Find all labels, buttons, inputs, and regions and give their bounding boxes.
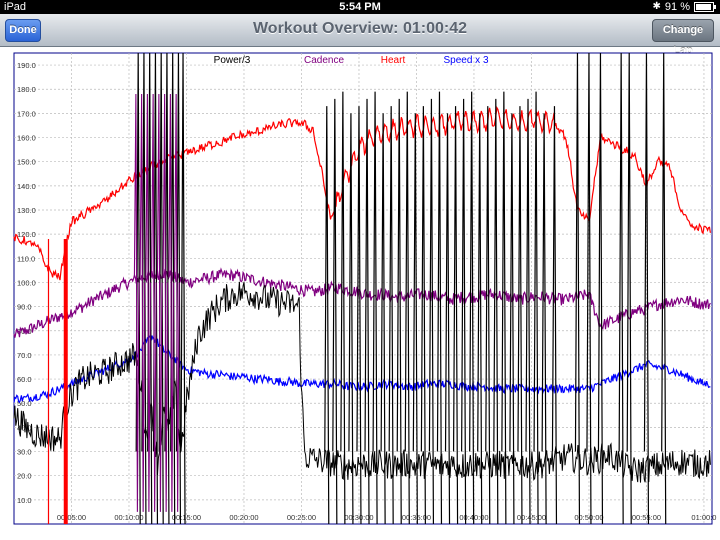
- x-tick-label: 00:45:00: [517, 513, 546, 522]
- power-spike: [180, 52, 186, 525]
- power-spike: [597, 52, 604, 525]
- x-tick-label: 00:50:00: [574, 513, 603, 522]
- y-tick-label: 160.0: [17, 134, 36, 143]
- power-spike: [396, 98, 402, 525]
- chart-grid: [13, 52, 713, 525]
- x-tick-label: 00:15:00: [172, 513, 201, 522]
- power-spike: [661, 52, 667, 525]
- x-tick-label: 00:30:00: [344, 513, 373, 522]
- page-title: Workout Overview: 01:00:42: [252, 20, 467, 37]
- y-tick-label: 180.0: [17, 85, 36, 94]
- series-line-speed-x-3: [13, 334, 711, 404]
- y-tick-label: 30.0: [17, 448, 32, 457]
- y-tick-label: 90.0: [17, 303, 32, 312]
- cadence-spike: [162, 94, 169, 512]
- cadence-spike: [156, 94, 163, 512]
- legend-item-speed-x-3: Speed x 3: [443, 55, 488, 66]
- power-spike: [412, 113, 418, 525]
- power-spike: [372, 91, 378, 525]
- power-spike: [388, 106, 394, 525]
- y-tick-label: 130.0: [17, 206, 36, 215]
- x-tick-label: 00:10:00: [114, 513, 143, 522]
- y-tick-label: 70.0: [17, 351, 32, 360]
- y-tick-label: 150.0: [17, 158, 36, 167]
- power-spike: [626, 52, 632, 525]
- x-tick-label: 00:35:00: [402, 513, 431, 522]
- power-spike: [436, 91, 443, 525]
- power-spike: [477, 113, 483, 525]
- y-tick-label: 100.0: [17, 278, 36, 287]
- cadence-spike: [139, 94, 146, 512]
- status-right: ✱ 91 %: [652, 0, 716, 14]
- power-spike: [643, 52, 650, 525]
- status-bar: iPad 5:54 PM ✱ 91 %: [0, 0, 720, 14]
- nav-bar: Workout Overview: 01:00:42 Done Change L…: [0, 14, 720, 57]
- series-line-cadence: [13, 267, 711, 338]
- power-spike: [364, 98, 370, 525]
- power-spike: [404, 91, 410, 525]
- power-spike: [332, 98, 338, 525]
- x-tick-label: 00:20:00: [229, 513, 258, 522]
- power-spike: [533, 91, 539, 525]
- chart-series: [13, 52, 711, 525]
- y-tick-label: 190.0: [17, 61, 36, 70]
- power-spike: [348, 113, 354, 525]
- power-spike: [485, 106, 491, 525]
- carrier-label: iPad: [4, 1, 27, 13]
- power-spike: [501, 91, 507, 525]
- change-lap-button[interactable]: Change Lap: [652, 19, 714, 57]
- power-spike: [493, 98, 499, 525]
- battery-fill: [696, 4, 711, 10]
- power-spike: [356, 106, 362, 525]
- x-tick-label: 00:25:00: [287, 513, 316, 522]
- battery-icon: [694, 2, 716, 12]
- y-tick-label: 140.0: [17, 182, 36, 191]
- power-spike: [509, 113, 515, 525]
- cadence-spike: [174, 94, 180, 512]
- cadence-spike: [168, 94, 174, 512]
- power-spike: [517, 106, 523, 525]
- power-spike: [420, 106, 426, 525]
- y-tick-label: 60.0: [17, 375, 32, 384]
- power-spike: [541, 113, 547, 525]
- legend-item-heart: Heart: [381, 55, 406, 66]
- legend-item-power-3: Power/3: [214, 55, 251, 66]
- x-tick-label: 00:55:00: [632, 513, 661, 522]
- y-tick-label: 170.0: [17, 109, 36, 118]
- x-tick-label: 00:05:00: [57, 513, 86, 522]
- series-line-heart: [13, 106, 711, 281]
- power-spike: [324, 106, 330, 525]
- workout-chart: 10.020.030.040.050.060.070.080.090.0100.…: [13, 52, 716, 525]
- y-tick-label: 110.0: [17, 254, 35, 263]
- power-spike: [380, 113, 386, 525]
- plot-area: [13, 52, 713, 525]
- status-time: 5:54 PM: [339, 1, 381, 13]
- cadence-spike: [151, 94, 157, 512]
- power-spike: [525, 98, 531, 525]
- done-button[interactable]: Done: [5, 19, 41, 42]
- power-spike: [618, 52, 624, 525]
- power-spike: [428, 98, 435, 525]
- legend-item-cadence: Cadence: [304, 55, 344, 66]
- y-tick-label: 10.0: [17, 496, 32, 505]
- power-spike: [461, 98, 467, 525]
- y-tick-label: 50.0: [17, 399, 32, 408]
- chart-legend: Power/3 Cadence Heart Speed x 3: [214, 55, 489, 66]
- series-line-power-3: [13, 281, 711, 483]
- x-tick-label: 01:00:0: [691, 513, 716, 522]
- power-spike: [574, 52, 581, 525]
- cadence-spike: [145, 94, 151, 512]
- battery-percent: 91 %: [664, 1, 690, 13]
- power-spike: [551, 106, 558, 525]
- y-tick-label: 20.0: [17, 472, 32, 481]
- power-spike: [452, 106, 459, 525]
- y-tick-label: 120.0: [17, 230, 36, 239]
- power-spike: [469, 91, 475, 525]
- power-spike: [444, 113, 451, 525]
- power-spike: [340, 91, 346, 525]
- power-spike: [586, 52, 592, 525]
- bluetooth-icon: ✱: [652, 1, 661, 12]
- cadence-spike: [133, 94, 140, 512]
